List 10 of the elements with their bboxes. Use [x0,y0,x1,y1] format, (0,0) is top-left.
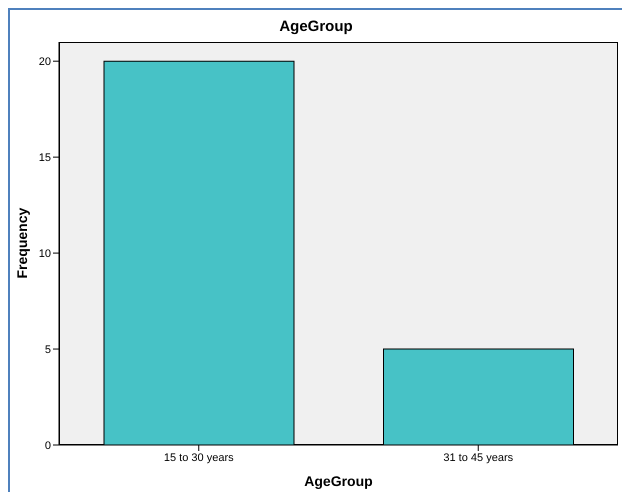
chart-title: AgeGroup [278,18,354,35]
y-tick-label: 0 [44,440,51,452]
x-axis-title: AgeGroup [304,473,373,489]
x-tick-label: 15 to 30 years [164,452,234,464]
x-tick-label: 31 to 45 years [443,452,514,464]
y-tick-label: 15 [38,152,51,164]
y-tick-label: 10 [38,248,51,260]
y-tick-label: 20 [38,56,51,68]
y-axis-title: Frequency [14,207,30,278]
y-tick-label: 5 [44,344,51,356]
